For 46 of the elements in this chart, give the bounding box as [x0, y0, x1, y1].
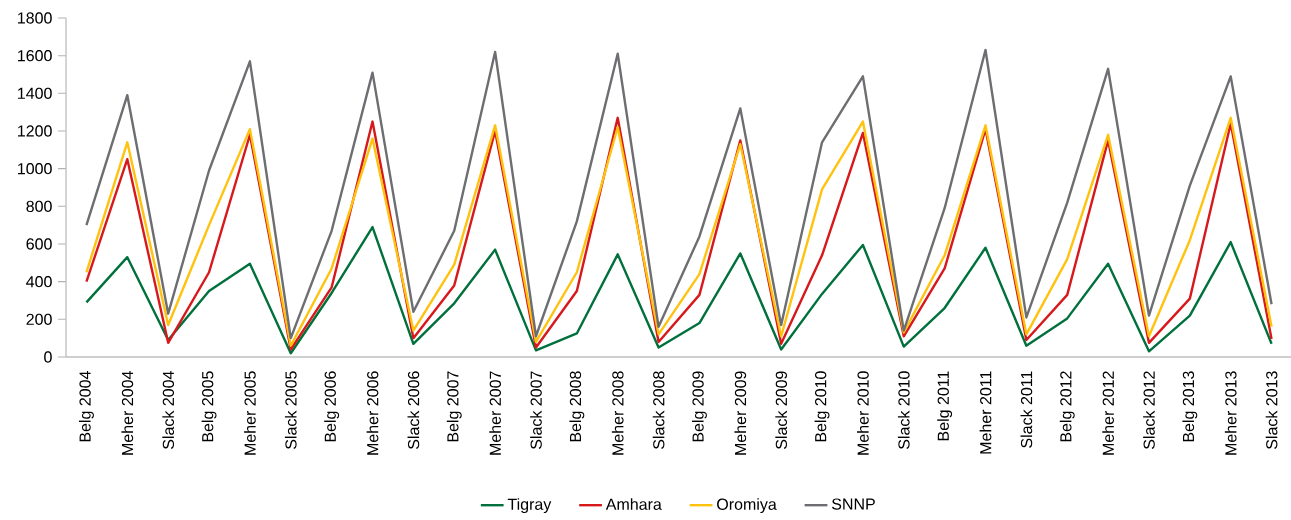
x-tick-label: Belg 2012 [1059, 371, 1075, 442]
x-tick-label: Belg 2006 [324, 371, 340, 442]
y-tick-label: 1200 [18, 125, 52, 137]
x-tick-label: Belg 2011 [937, 371, 953, 441]
x-tick-label: Slack 2008 [652, 371, 665, 450]
x-tick-label: Slack 2006 [407, 371, 420, 450]
x-tick-label: Slack 2005 [284, 371, 297, 450]
legend-label: SNNP [832, 498, 875, 510]
y-tick-label: 200 [26, 313, 52, 325]
x-tick-label: Meher 2007 [489, 371, 501, 455]
y-tick-label: 600 [26, 238, 52, 250]
y-tick-label: 0 [44, 351, 52, 363]
x-tick-label: Slack 2004 [162, 371, 175, 450]
x-tick-label: Meher 2004 [121, 371, 134, 455]
x-tick-label: Belg 2007 [446, 371, 462, 442]
x-tick-label: Meher 2008 [611, 371, 624, 455]
line-series [85, 225, 1273, 355]
line-series [85, 48, 1273, 340]
x-tick-label: Belg 2004 [79, 371, 94, 442]
x-tick-label: Slack 2013 [1265, 371, 1278, 450]
y-tick-label: 400 [26, 276, 52, 288]
y-tick-label: 800 [26, 200, 52, 212]
x-tick-label: Meher 2011 [979, 371, 992, 454]
y-tick-label: 1800 [18, 12, 52, 24]
x-tick-label: Meher 2013 [1224, 371, 1237, 455]
x-tick-label: Meher 2005 [244, 371, 256, 455]
x-tick-label: Slack 2007 [530, 371, 542, 450]
x-tick-label: Slack 2012 [1143, 371, 1155, 450]
y-tick-label: 1400 [18, 87, 52, 99]
x-tick-label: Meher 2010 [857, 371, 869, 455]
x-tick-label: Slack 2011 [1020, 371, 1033, 448]
x-tick-label: Slack 2009 [775, 371, 788, 450]
legend-label: Amhara [605, 498, 662, 510]
x-tick-label: Meher 2009 [734, 371, 747, 455]
y-tick-label: 1000 [18, 163, 52, 175]
x-tick-label: Belg 2005 [201, 371, 217, 442]
x-tick-label: Belg 2009 [691, 371, 707, 442]
legend-label: Tigray [507, 498, 552, 514]
x-tick-label: Belg 2010 [814, 371, 830, 442]
x-tick-label: Belg 2008 [569, 371, 585, 442]
x-tick-label: Slack 2010 [897, 371, 910, 450]
x-tick-label: Meher 2012 [1102, 371, 1114, 455]
x-tick-label: Belg 2013 [1182, 371, 1198, 442]
legend-label: Oromiya [717, 498, 777, 514]
x-tick-label: Meher 2006 [366, 371, 379, 455]
y-tick-label: 1600 [18, 50, 52, 62]
